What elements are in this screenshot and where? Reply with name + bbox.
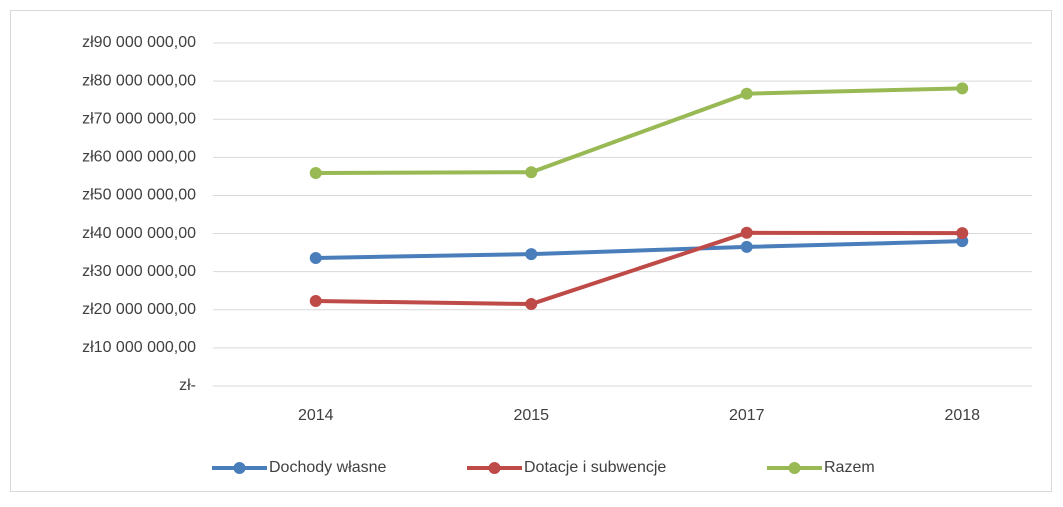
y-tick-label: zł30 000 000,00 bbox=[82, 263, 196, 280]
data-point bbox=[956, 82, 969, 95]
data-point bbox=[309, 166, 322, 179]
y-tick-label: zł40 000 000,00 bbox=[82, 225, 196, 242]
y-tick-label: zł80 000 000,00 bbox=[82, 72, 196, 89]
data-point bbox=[525, 248, 538, 261]
y-tick-label: zł90 000 000,00 bbox=[82, 34, 196, 51]
y-tick-label: zł50 000 000,00 bbox=[82, 187, 196, 204]
y-tick-label: zł60 000 000,00 bbox=[82, 149, 196, 166]
data-point bbox=[740, 226, 753, 239]
data-point bbox=[740, 87, 753, 100]
data-point bbox=[956, 227, 969, 240]
series-line bbox=[315, 86, 963, 175]
x-tick-label: 2017 bbox=[729, 407, 765, 424]
legend-label: Dochody własne bbox=[269, 459, 387, 476]
y-tick-label: zł70 000 000,00 bbox=[82, 110, 196, 127]
legend-label: Dotacje i subwencje bbox=[524, 459, 666, 476]
x-tick-label: 2015 bbox=[513, 407, 549, 424]
series-line bbox=[315, 239, 963, 260]
data-point bbox=[309, 251, 322, 264]
legend-marker bbox=[233, 462, 246, 474]
data-point bbox=[309, 295, 322, 308]
y-tick-label: zł10 000 000,00 bbox=[82, 339, 196, 356]
legend-label: Razem bbox=[824, 459, 875, 476]
data-point bbox=[525, 166, 538, 179]
x-tick-label: 2018 bbox=[944, 407, 980, 424]
data-point bbox=[525, 298, 538, 311]
y-tick-label: zł20 000 000,00 bbox=[82, 301, 196, 318]
legend-marker bbox=[788, 462, 801, 474]
data-point bbox=[740, 240, 753, 253]
series-line bbox=[315, 230, 963, 307]
y-tick-label: zł- bbox=[179, 377, 196, 394]
legend-marker bbox=[488, 462, 501, 474]
x-tick-label: 2014 bbox=[298, 407, 334, 424]
